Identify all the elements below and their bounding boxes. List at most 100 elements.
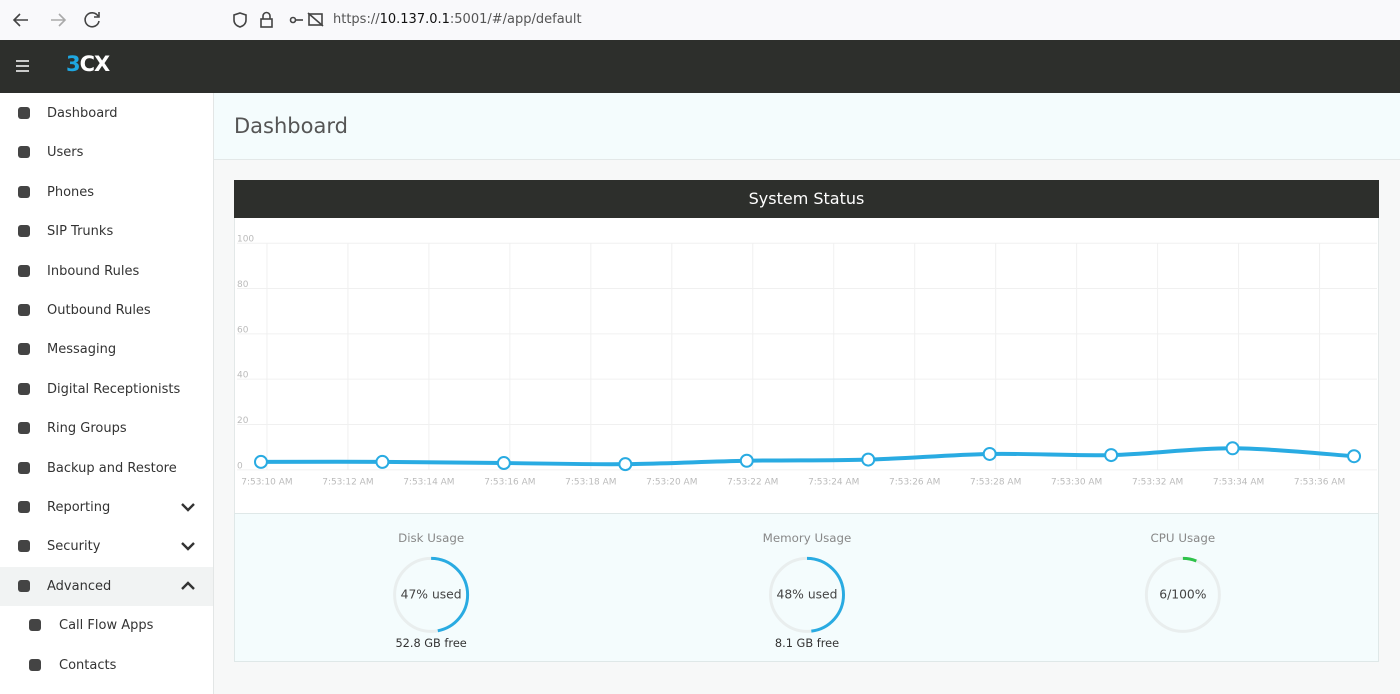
gauge-title: Disk Usage [398, 531, 464, 545]
gauge-arc [393, 556, 470, 633]
nav-item[interactable]: Dashboard [0, 94, 213, 133]
data-point [618, 457, 633, 472]
nav-item[interactable]: Backup and Restore [0, 449, 213, 488]
data-point [1347, 449, 1362, 464]
x-tick-label: 7:53:28 AM [970, 477, 1021, 487]
nav-label: Phones [47, 184, 95, 200]
gauge-label: 6/100% [1159, 587, 1207, 601]
nav-item[interactable]: Users [0, 133, 213, 172]
gauge-label: 48% used [777, 587, 838, 601]
nav-label: Users [47, 145, 84, 161]
app-header [0, 40, 1400, 93]
nav-icon [18, 146, 30, 159]
url-scheme: https:// [333, 12, 380, 27]
y-tick-label: 20 [237, 416, 249, 426]
y-tick-label: 100 [237, 235, 254, 245]
gauge-arc [1144, 556, 1221, 633]
page-header [214, 93, 1400, 160]
nav-icon [29, 658, 41, 671]
nav-item[interactable]: Outbound Rules [0, 291, 213, 330]
line-chart: 0 20 40 60 80 100 7:53:10 AM 7:53:12 AM 7:53:14 … [234, 218, 1379, 513]
nav-label: Digital Receptionists [47, 381, 181, 397]
gauge-footer: 8.1 GB free [775, 636, 839, 650]
x-tick-label: 7:53:24 AM [808, 477, 859, 487]
x-tick-label: 7:53:12 AM [322, 477, 373, 487]
icon-shape [18, 304, 30, 316]
icon-shape [18, 461, 30, 474]
url-path: :5001/#/app/default [449, 12, 582, 27]
nav-item[interactable]: Digital Receptionists [0, 370, 213, 409]
panel-title: System Status [234, 180, 1379, 218]
y-tick-label: 80 [237, 280, 249, 290]
nav-item[interactable]: Inbound Rules [0, 252, 213, 291]
nav-icon [18, 107, 30, 119]
gauge-title: CPU Usage [1151, 531, 1216, 545]
nav-icon [18, 461, 30, 474]
nav-label: Backup and Restore [47, 460, 177, 476]
gauges: Disk Usage 47% used 52.8 GB free Memory Usa… [234, 513, 1379, 662]
nav-item[interactable]: Reporting [0, 488, 213, 527]
x-tick-label: 7:53:20 AM [646, 477, 697, 487]
browser-icons [12, 11, 324, 28]
chevron [181, 503, 195, 512]
gauge-footer: 52.8 GB free [395, 636, 466, 650]
page-title: Dashboard [234, 114, 348, 138]
y-tick-label: 60 [237, 325, 249, 335]
x-tick-label: 7:53:36 AM [1294, 477, 1345, 487]
nav-icon [18, 185, 30, 198]
nav-label: SIP Trunks [47, 224, 114, 240]
gauge-label: 47% used [401, 587, 462, 601]
data-point [982, 446, 997, 461]
nav-item[interactable]: Call Flow Apps [0, 606, 213, 645]
nav-item[interactable]: SIP Trunks [0, 212, 213, 251]
nav-item[interactable]: Advanced [0, 566, 213, 606]
icon-shape [18, 579, 30, 592]
browser-bar: https://10.137.0.1:5001/#/app/default [0, 0, 1400, 40]
nav-icon [18, 540, 30, 553]
nav-item[interactable]: Security [0, 527, 213, 566]
nav-icon [18, 343, 30, 356]
x-tick-label: 7:53:22 AM [727, 477, 778, 487]
icon-shape [29, 619, 41, 632]
x-tick-label: 7:53:26 AM [889, 477, 940, 487]
x-tick-label: 7:53:30 AM [1051, 477, 1102, 487]
x-tick-label: 7:53:16 AM [484, 477, 535, 487]
nav-icon [18, 579, 30, 592]
x-tick-label: 7:53:10 AM [241, 477, 292, 487]
nav-icon [18, 304, 30, 316]
data-point [253, 454, 268, 469]
nav-label: Outbound Rules [47, 303, 151, 318]
logo[interactable]: 3CX [66, 52, 111, 76]
x-tick-label: 7:53:14 AM [403, 477, 454, 487]
address-bar[interactable]: https://10.137.0.1:5001/#/app/default [333, 12, 582, 27]
nav-item[interactable]: Phones [0, 173, 213, 212]
logo-mark: 3 [66, 52, 81, 76]
nav-icon [18, 501, 30, 513]
nav-label: Inbound Rules [47, 263, 140, 279]
gauge-title: Memory Usage [763, 531, 852, 545]
y-tick-label: 40 [237, 371, 249, 381]
icon-shape [18, 540, 30, 553]
nav-icon [18, 225, 30, 238]
nav-icon [29, 619, 41, 632]
chevron-shape [181, 503, 195, 512]
x-tick-label: 7:53:34 AM [1213, 477, 1264, 487]
nav-item[interactable]: Ring Groups [0, 409, 213, 448]
icon-shape [18, 146, 30, 159]
nav-label: Contacts [59, 657, 117, 673]
y-tick-label: 0 [237, 461, 243, 471]
nav-label: Dashboard [47, 106, 118, 121]
x-tick-label: 7:53:18 AM [565, 477, 616, 487]
data-point [496, 456, 511, 471]
menu-button[interactable] [16, 60, 30, 72]
nav-label: Messaging [47, 342, 117, 358]
nav-icon [18, 264, 30, 277]
url-host: 10.137.0.1 [379, 12, 450, 27]
series-line [260, 446, 1355, 467]
nav-label: Security [47, 539, 101, 555]
nav-item[interactable]: Contacts [0, 646, 213, 685]
nav-item[interactable]: Messaging [0, 330, 213, 369]
chevron [181, 581, 195, 590]
chevron [181, 542, 195, 552]
logo-text: CX [79, 52, 111, 76]
